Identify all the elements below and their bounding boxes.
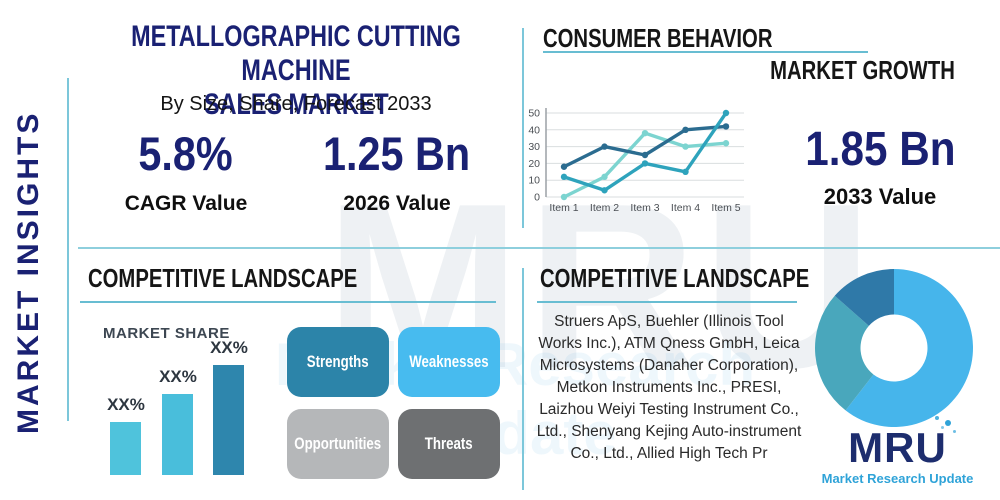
swot-opportunities-box: Opportunities (287, 409, 389, 479)
company-list-line: Co., Ltd., Allied High Tech Pr (570, 445, 768, 462)
competitive-landscape-right-heading: COMPETITIVE LANDSCAPE (540, 263, 810, 293)
left-rail-divider (67, 78, 69, 421)
horizontal-divider (78, 247, 1000, 249)
page-title: METALLOGRAPHIC CUTTING MACHINE SALES MAR… (80, 20, 512, 122)
swot-threats-label: Threats (425, 434, 473, 453)
market-share-bar-label: XX% (107, 395, 145, 414)
base-year-value: 1.25 Bn (323, 127, 471, 180)
company-share-donut-chart (815, 269, 973, 427)
svg-text:Item 5: Item 5 (711, 202, 740, 214)
market-share-bar-chart: XX% XX% XX% (100, 338, 260, 475)
swot-threats-box: Threats (398, 409, 500, 479)
cagr-value: 5.8% (138, 127, 234, 180)
market-share-label: MARKET SHARE (103, 325, 230, 342)
svg-text:Item 3: Item 3 (630, 202, 659, 214)
competitive-landscape-left-heading: COMPETITIVE LANDSCAPE (88, 263, 358, 293)
market-share-bar-label: XX% (159, 367, 197, 386)
market-share-bar-label: XX% (210, 338, 248, 357)
swot-opportunities-label: Opportunities (294, 434, 382, 453)
svg-text:Item 1: Item 1 (549, 202, 578, 214)
mru-logo: MRU Market Research Update (810, 416, 985, 486)
forecast-label: 2033 Value (823, 184, 937, 209)
market-growth-heading: MARKET GROWTH (770, 55, 955, 85)
market-share-bar (110, 422, 141, 475)
market-growth-line-chart: 0 10 20 30 40 50 Item 1 Item 2 Item 3 Item 4 Item … (528, 108, 744, 214)
company-list-line: Ltd., Shenyang Kejing Auto-instrument (536, 423, 802, 440)
company-list-line: Laizhou Weiyi Testing Instrument Co., (539, 401, 799, 418)
vertical-market-insights-label: MARKET INSIGHTS (12, 110, 45, 434)
forecast-value: 1.85 Bn (804, 123, 956, 176)
company-list-line: Metkon Instruments Inc., PRESI, (556, 379, 782, 396)
swot-weaknesses-box: Weaknesses (398, 327, 500, 397)
page-title-line1: METALLOGRAPHIC CUTTING MACHINE (131, 20, 461, 87)
swot-strengths-label: Strengths (307, 352, 369, 371)
base-year-label: 2026 Value (343, 192, 451, 215)
market-share-bar (162, 394, 193, 475)
page-title-line2: SALES MARKET (203, 88, 389, 121)
consumer-behavior-heading: CONSUMER BEHAVIOR (543, 23, 773, 53)
svg-text:Item 4: Item 4 (671, 202, 700, 214)
competitive-landscape-right-underline (537, 301, 797, 303)
mru-logo-text: MRU (848, 416, 956, 469)
mru-logo-tagline: Market Research Update (821, 471, 974, 486)
svg-text:40: 40 (528, 124, 540, 136)
swot-weaknesses-label: Weaknesses (409, 352, 489, 371)
company-list-line: Works Inc.), ATM Qness GmbH, Leica (538, 335, 800, 352)
vertical-divider-bottom (522, 268, 524, 490)
page-subtitle: By Size, Share, Forecast 2033 (160, 93, 432, 115)
cagr-label: CAGR Value (124, 192, 248, 215)
svg-text:Item 2: Item 2 (590, 202, 619, 214)
svg-text:0: 0 (534, 192, 540, 204)
consumer-behavior-underline (543, 51, 868, 53)
svg-text:50: 50 (528, 108, 540, 120)
vertical-divider-top (522, 28, 524, 228)
competitive-landscape-left-underline (80, 301, 496, 303)
company-list-line: Struers ApS, Buehler (Illinois Tool (554, 313, 784, 330)
market-share-bar (213, 365, 244, 475)
svg-text:30: 30 (528, 141, 540, 153)
svg-text:10: 10 (528, 175, 540, 187)
svg-text:20: 20 (528, 158, 540, 170)
swot-strengths-box: Strengths (287, 327, 389, 397)
company-list: Struers ApS, Buehler (Illinois Tool Works… (533, 311, 805, 465)
company-list-line: Microsystems (Danaher Corporation), (539, 357, 799, 374)
